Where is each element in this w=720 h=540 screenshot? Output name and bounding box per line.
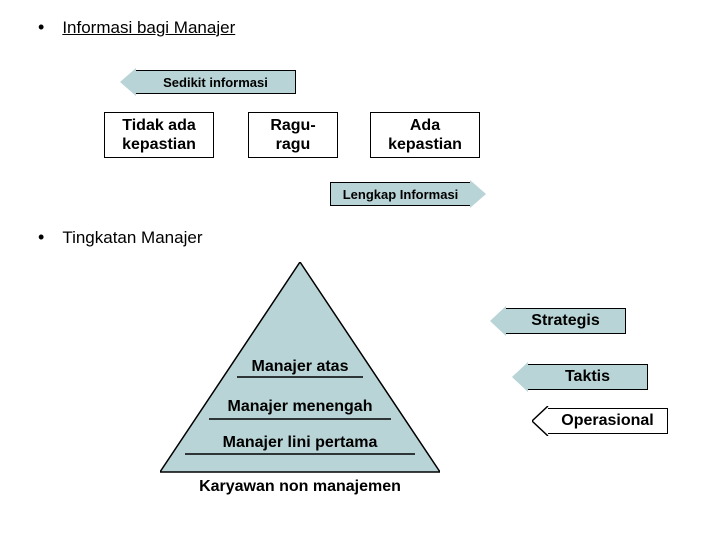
arrow-head-left-icon [512,362,528,392]
bullet-informasi: • Informasi bagi Manajer [38,18,235,38]
arrow-sedikit-label: Sedikit informasi [136,70,296,94]
arrow-lengkap-informasi: Lengkap Informasi [330,180,486,208]
pyramid-label-atas: Manajer atas [180,358,420,376]
box-ragu-ragu: Ragu- ragu [248,112,338,158]
arrow-head-left-icon [120,68,136,96]
arrow-taktis-label: Taktis [528,364,648,390]
bullet-text-tingkatan: Tingkatan Manajer [62,228,202,248]
arrow-head-left-icon [490,306,506,336]
bullet-dot: • [38,228,44,246]
box-tidak-ada-kepastian: Tidak ada kepastian [104,112,214,158]
bullet-dot: • [38,18,44,36]
pyramid-label-menengah: Manajer menengah [180,398,420,416]
bullet-text-informasi: Informasi bagi Manajer [62,18,235,38]
arrow-head-right-icon [470,180,486,208]
arrow-strategis: Strategis [490,306,626,336]
bullet-tingkatan: • Tingkatan Manajer [38,228,202,248]
arrow-head-left-icon [532,406,548,436]
pyramid-label-lini-pertama: Manajer lini pertama [180,434,420,452]
box-ada-kepastian: Ada kepastian [370,112,480,158]
arrow-operasional-label: Operasional [548,408,668,434]
pyramid-label-karyawan: Karyawan non manajemen [180,478,420,496]
arrow-strategis-label: Strategis [506,308,626,334]
arrow-sedikit-informasi: Sedikit informasi [120,68,296,96]
arrow-operasional: Operasional [532,406,668,436]
arrow-lengkap-label: Lengkap Informasi [330,182,470,206]
arrow-taktis: Taktis [512,362,648,392]
